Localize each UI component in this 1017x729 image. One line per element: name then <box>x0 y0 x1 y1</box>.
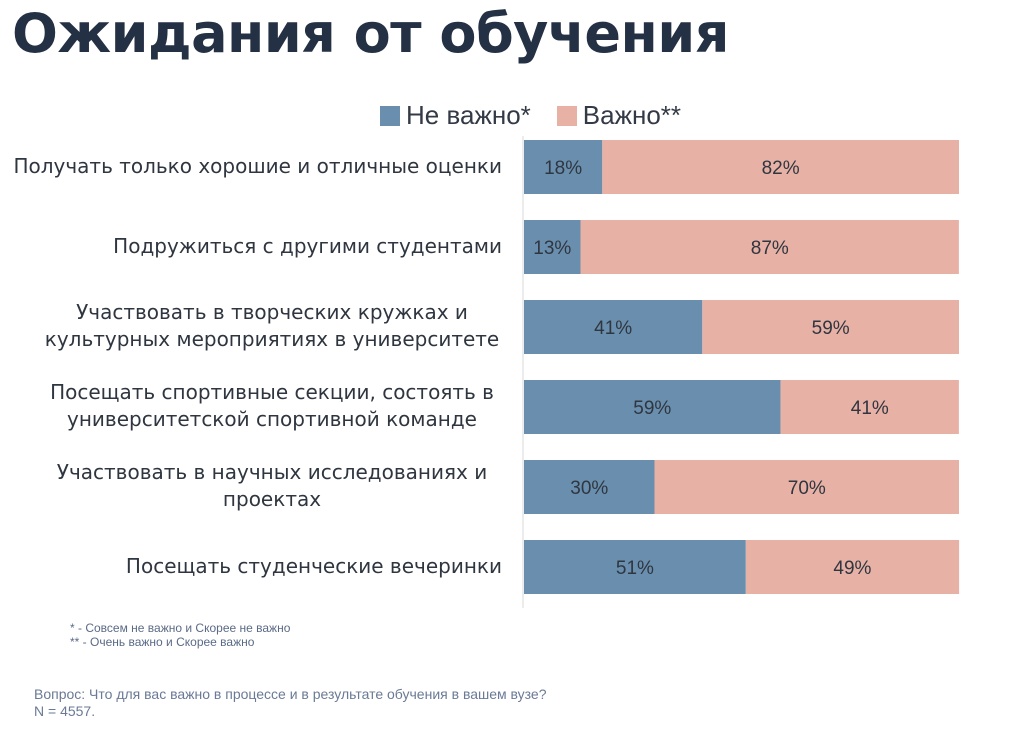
category-label-line: Получать только хорошие и отличные оценк… <box>13 153 502 178</box>
bar-label-important-1: 87% <box>751 238 789 259</box>
category-label-line: проектах <box>222 487 322 511</box>
category-label-line: Участвовать в творческих кружках и <box>76 300 468 324</box>
legend-swatch-not-important <box>380 105 400 126</box>
bar-label-important-2: 59% <box>812 318 850 339</box>
category-label-5: Посещать студенческие вечеринки <box>2 553 502 580</box>
bar-not-important-5 <box>524 540 746 594</box>
page-title: Ожидания от обучения <box>12 2 729 65</box>
bar-not-important-0 <box>524 140 603 194</box>
bar-important-4 <box>654 460 959 514</box>
chart-legend: Не важно* Важно** <box>380 100 707 131</box>
bar-important-0 <box>602 140 959 194</box>
survey-question: Вопрос: Что для вас важно в процессе и в… <box>34 686 547 702</box>
legend-swatch-important <box>556 105 577 126</box>
bar-label-important-4: 70% <box>788 478 826 499</box>
bar-label-important-3: 41% <box>851 398 889 419</box>
bar-label-important-5: 49% <box>833 558 871 579</box>
bar-not-important-3 <box>524 380 781 434</box>
category-label-4: Участвовать в научных исследованиях и про… <box>42 459 502 513</box>
bar-not-important-1 <box>524 220 581 274</box>
footnote-not-important: * - Совсем не важно и Скорее не важно <box>70 621 291 635</box>
category-label-line: культурных мероприятиях в университете <box>44 327 500 351</box>
category-label-line: Подружиться с другими студентами <box>113 233 502 258</box>
category-label-line: Посещать студенческие вечеринки <box>125 553 502 578</box>
legend-label-important: Важно** <box>582 100 682 130</box>
legend-item-important: Важно** <box>556 100 682 131</box>
category-label-line: университетской спортивной команде <box>67 407 477 431</box>
bar-important-3 <box>780 380 959 434</box>
legend-item-not-important: Не важно* <box>380 100 531 131</box>
legend-label-not-important: Не важно* <box>406 100 531 130</box>
bar-label-not-important-3: 59% <box>633 398 671 419</box>
category-label-1: Подружиться с другими студентами <box>2 233 502 260</box>
bar-important-5 <box>745 540 960 594</box>
sample-size: N = 4557. <box>34 703 96 719</box>
bar-label-not-important-4: 30% <box>570 478 608 499</box>
bar-label-not-important-0: 18% <box>544 158 582 179</box>
category-label-0: Получать только хорошие и отличные оценк… <box>2 153 502 180</box>
bar-label-important-0: 82% <box>762 158 800 179</box>
bar-not-important-2 <box>524 300 703 354</box>
bar-label-not-important-5: 51% <box>616 558 654 579</box>
category-label-line: Посещать спортивные секции, состоять в <box>50 380 494 404</box>
bar-important-2 <box>702 300 959 354</box>
footnote-important: ** - Очень важно и Скорее важно <box>70 635 255 649</box>
category-label-3: Посещать спортивные секции, состоять в ун… <box>42 379 502 433</box>
bar-label-not-important-2: 41% <box>594 318 632 339</box>
bar-label-not-important-1: 13% <box>533 238 571 259</box>
bar-not-important-4 <box>524 460 655 514</box>
category-label-line: Участвовать в научных исследованиях и <box>56 460 488 484</box>
category-label-2: Участвовать в творческих кружках и культу… <box>42 299 502 353</box>
bar-important-1 <box>580 220 959 274</box>
